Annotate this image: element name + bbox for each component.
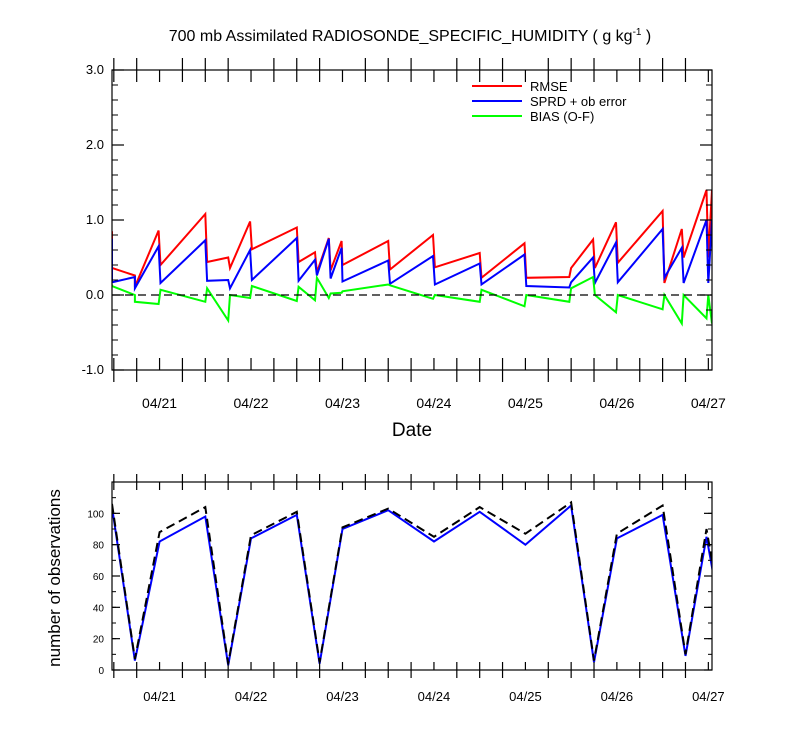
y-tick-label: 60	[93, 572, 105, 583]
x-tick-label: 04/24	[418, 689, 451, 704]
x-tick-label: 04/21	[143, 689, 176, 704]
x-tick-label: 04/26	[601, 689, 634, 704]
y-tick-label: 100	[87, 509, 104, 520]
bottom-axis-ticks: 0 20 40 60 80 100 04/21 04/22 04/23 04/24 04/25 04/…	[87, 474, 725, 704]
x-tick-label: 04/25	[509, 689, 542, 704]
top-plot-frame	[111, 69, 713, 371]
legend-label: RMSE	[530, 79, 568, 94]
series-line-1-0	[112, 503, 712, 666]
top-axis-ticks: -1.0 0.0 1.0 2.0 3.0 04/21 04/22 04/23 04/24 04/2…	[82, 58, 726, 411]
series-line-0-0	[112, 189, 712, 288]
x-tick-label: 04/22	[235, 689, 268, 704]
series-line-1-1	[112, 500, 712, 664]
series-line-0-1	[112, 219, 712, 293]
series-line-0-2	[112, 274, 712, 327]
x-axis-label: Date	[392, 420, 432, 441]
x-tick-label: 04/22	[234, 395, 269, 411]
x-tick-label: 04/27	[692, 689, 725, 704]
x-tick-label: 04/26	[599, 395, 634, 411]
y-tick-label: 3.0	[86, 62, 104, 77]
chart-title: 700 mb Assimilated RADIOSONDE_SPECIFIC_H…	[169, 27, 652, 45]
y-tick-label: 0.0	[86, 287, 104, 302]
bottom-series-lines	[112, 500, 712, 666]
x-tick-label: 04/23	[325, 395, 360, 411]
x-tick-label: 04/21	[142, 395, 177, 411]
x-tick-label: 04/23	[326, 689, 359, 704]
y-axis-label: number of observations	[45, 489, 64, 667]
y-tick-label: 20	[93, 635, 105, 646]
x-tick-label: 04/24	[416, 395, 451, 411]
legend-label: BIAS (O-F)	[530, 109, 594, 124]
legend-label: SPRD + ob error	[530, 94, 627, 109]
y-tick-label: 1.0	[86, 212, 104, 227]
bottom-plot-frame	[111, 481, 713, 671]
y-tick-label: -1.0	[82, 362, 104, 377]
y-tick-label: 80	[93, 541, 105, 552]
x-tick-label: 04/25	[508, 395, 543, 411]
y-tick-label: 2.0	[86, 137, 104, 152]
y-tick-label: 0	[98, 666, 104, 677]
x-tick-label: 04/27	[691, 395, 726, 411]
y-tick-label: 40	[93, 603, 105, 614]
top-series-lines	[112, 189, 712, 327]
